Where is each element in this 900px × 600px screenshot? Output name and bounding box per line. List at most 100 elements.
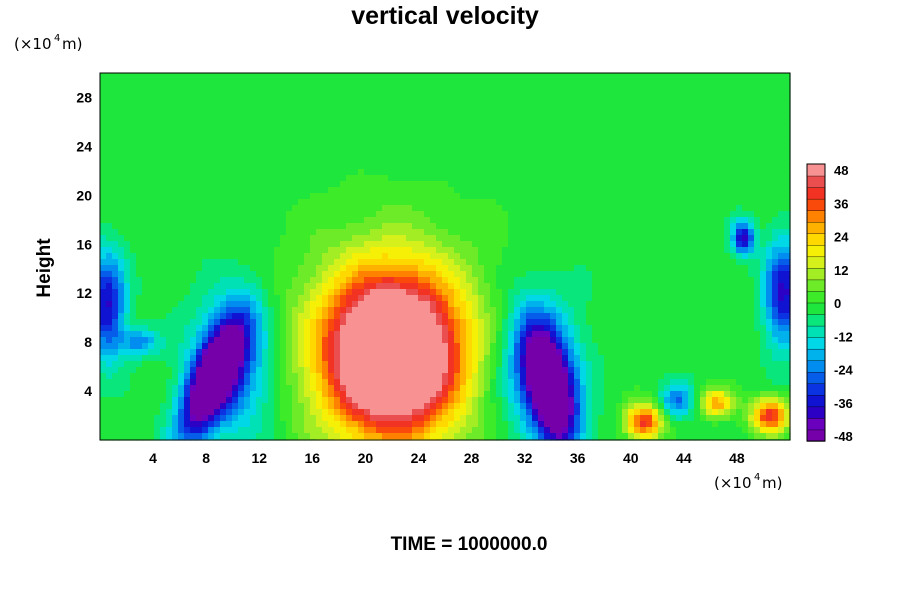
field-cell: [262, 145, 269, 152]
field-cell: [550, 313, 557, 320]
field-cell: [136, 85, 143, 92]
field-cell: [700, 103, 707, 110]
field-cell: [754, 175, 761, 182]
field-cell: [100, 121, 107, 128]
field-cell: [106, 115, 113, 122]
field-cell: [490, 97, 497, 104]
field-cell: [178, 325, 185, 332]
field-cell: [730, 91, 737, 98]
field-cell: [154, 283, 161, 290]
field-cell: [538, 259, 545, 266]
field-cell: [148, 133, 155, 140]
field-cell: [406, 289, 413, 296]
field-cell: [244, 91, 251, 98]
field-cell: [436, 121, 443, 128]
field-cell: [466, 223, 473, 230]
field-cell: [586, 175, 593, 182]
field-cell: [706, 199, 713, 206]
field-cell: [250, 253, 257, 260]
field-cell: [622, 181, 629, 188]
field-cell: [670, 319, 677, 326]
field-cell: [346, 103, 353, 110]
field-cell: [334, 217, 341, 224]
field-cell: [160, 187, 167, 194]
field-cell: [448, 187, 455, 194]
field-cell: [220, 313, 227, 320]
field-cell: [382, 115, 389, 122]
field-cell: [766, 169, 773, 176]
field-cell: [172, 91, 179, 98]
field-cell: [652, 241, 659, 248]
field-cell: [748, 85, 755, 92]
field-cell: [346, 199, 353, 206]
field-cell: [328, 211, 335, 218]
field-cell: [736, 181, 743, 188]
field-cell: [130, 217, 137, 224]
field-cell: [436, 211, 443, 218]
field-cell: [184, 307, 191, 314]
field-cell: [394, 319, 401, 326]
field-cell: [466, 211, 473, 218]
field-cell: [202, 253, 209, 260]
field-cell: [220, 289, 227, 296]
field-cell: [736, 79, 743, 86]
field-cell: [688, 277, 695, 284]
field-cell: [274, 73, 281, 80]
field-cell: [490, 157, 497, 164]
field-cell: [400, 181, 407, 188]
field-cell: [718, 199, 725, 206]
field-cell: [202, 193, 209, 200]
field-cell: [520, 127, 527, 134]
field-cell: [208, 157, 215, 164]
field-cell: [202, 295, 209, 302]
field-cell: [172, 235, 179, 242]
field-cell: [196, 151, 203, 158]
field-cell: [250, 259, 257, 266]
field-cell: [568, 259, 575, 266]
field-cell: [208, 169, 215, 176]
field-cell: [298, 301, 305, 308]
field-cell: [568, 307, 575, 314]
field-cell: [676, 151, 683, 158]
field-cell: [334, 331, 341, 338]
field-cell: [682, 121, 689, 128]
field-cell: [736, 217, 743, 224]
field-cell: [244, 97, 251, 104]
field-cell: [574, 277, 581, 284]
field-cell: [640, 115, 647, 122]
field-cell: [424, 211, 431, 218]
field-cell: [376, 271, 383, 278]
field-cell: [286, 223, 293, 230]
field-cell: [670, 229, 677, 236]
field-cell: [460, 295, 467, 302]
field-cell: [730, 319, 737, 326]
field-cell: [268, 211, 275, 218]
field-cell: [646, 109, 653, 116]
field-cell: [424, 295, 431, 302]
field-cell: [700, 205, 707, 212]
field-cell: [166, 259, 173, 266]
field-cell: [430, 277, 437, 284]
field-cell: [178, 157, 185, 164]
field-cell: [400, 199, 407, 206]
field-cell: [238, 121, 245, 128]
field-cell: [604, 187, 611, 194]
field-cell: [610, 121, 617, 128]
field-cell: [748, 259, 755, 266]
field-cell: [376, 259, 383, 266]
field-cell: [712, 133, 719, 140]
field-cell: [538, 229, 545, 236]
field-cell: [604, 79, 611, 86]
field-cell: [544, 91, 551, 98]
field-cell: [544, 175, 551, 182]
field-cell: [148, 199, 155, 206]
field-cell: [610, 313, 617, 320]
field-cell: [622, 97, 629, 104]
field-cell: [754, 325, 761, 332]
field-cell: [412, 205, 419, 212]
field-cell: [592, 289, 599, 296]
field-cell: [142, 271, 149, 278]
field-cell: [268, 85, 275, 92]
field-cell: [664, 271, 671, 278]
field-cell: [514, 181, 521, 188]
